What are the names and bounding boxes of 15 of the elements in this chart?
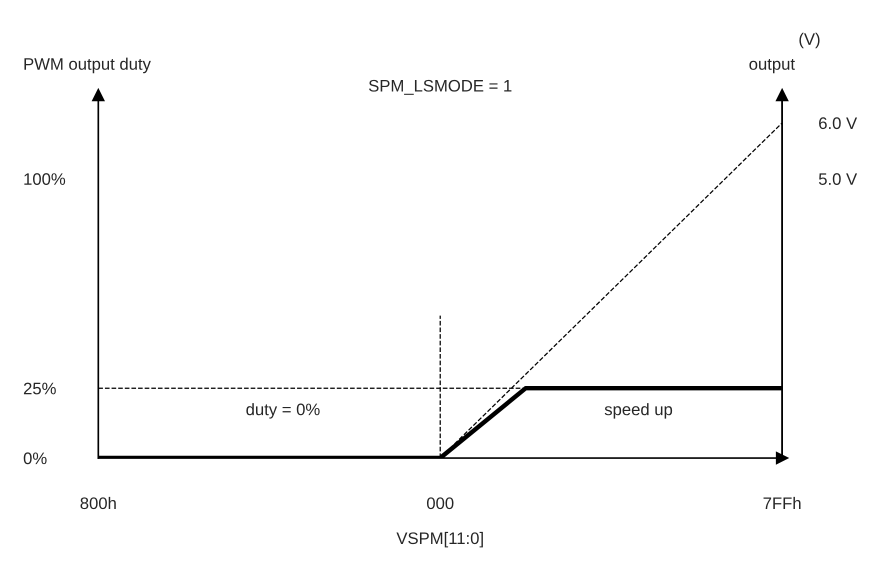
y-tick-label: 100%: [24, 173, 66, 185]
y2-tick-label: 6.0 V: [819, 117, 858, 130]
x-tick-label: 800h: [80, 496, 116, 510]
annotation: speed up: [604, 403, 672, 419]
text: (V): [799, 32, 820, 48]
x-tick-label: 7FFh: [764, 496, 800, 509]
y-tick-label: 25%: [24, 382, 56, 394]
y-axis-title: PWM output duty: [24, 58, 151, 74]
annotation: duty = 0%: [246, 403, 320, 419]
x-axis-title: VSPM[11:0]: [396, 532, 483, 548]
chart-title: SPM_LSMODE = 1: [368, 80, 512, 95]
x-tick-label: 000: [426, 497, 454, 510]
y-tick-label: 0%: [24, 452, 47, 464]
y2-tick-label: 5.0 V: [818, 173, 858, 185]
y2-axis-title: output: [749, 58, 795, 74]
